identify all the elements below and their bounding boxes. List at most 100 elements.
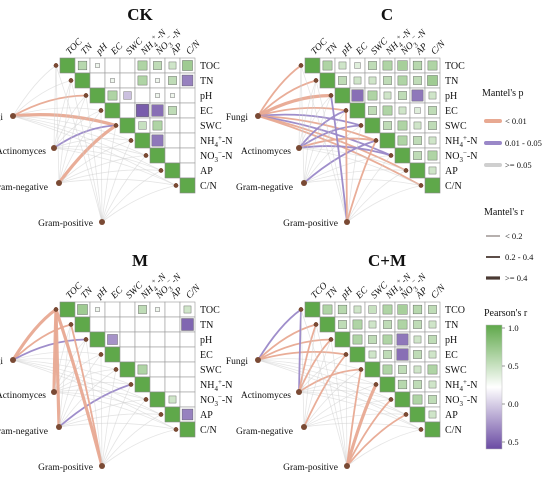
mantel-link: [257, 359, 377, 385]
heatmap-cell-frame: [104, 316, 121, 333]
heatmap-cell: [398, 365, 407, 374]
variable-node: [373, 382, 379, 387]
group-node: [51, 145, 57, 151]
variable-label: AP: [445, 166, 458, 177]
heatmap-cell: [104, 102, 121, 119]
heatmap-cell: [322, 60, 333, 71]
panel-title: C: [381, 5, 393, 24]
variable-label: EC: [354, 41, 371, 58]
variable-label: EC: [445, 106, 458, 117]
mantel-link: [53, 95, 87, 149]
group-label: Fungi: [226, 113, 249, 123]
variable-label: pH: [445, 335, 457, 346]
mantel-link: [346, 139, 377, 223]
heatmap-cell: [428, 106, 437, 115]
heatmap-cell: [110, 78, 115, 83]
heatmap-cell-frame: [149, 361, 166, 378]
heatmap-cell: [428, 410, 437, 419]
mantel-link: [101, 140, 132, 223]
heatmap-cell: [412, 394, 423, 405]
heatmap-cell: [368, 320, 377, 329]
mantel-link: [58, 178, 177, 186]
variable-node: [328, 93, 334, 98]
mantel-link: [298, 391, 407, 415]
heatmap-cell: [428, 395, 437, 404]
heatmap-cell: [322, 304, 333, 315]
group-label: Fungi: [0, 113, 3, 123]
mantel-link: [257, 338, 332, 361]
heatmap-cell: [413, 350, 422, 359]
variable-node: [83, 93, 89, 98]
mantel-link: [12, 94, 87, 117]
legend-pearson-r-title: Pearson's r: [484, 308, 528, 319]
variable-node: [53, 63, 59, 68]
group-node: [56, 180, 62, 186]
heatmap-cell: [168, 106, 177, 115]
mantel-link: [58, 169, 162, 184]
variable-label: pH: [94, 285, 111, 302]
group-label: Actinomyces: [241, 391, 291, 401]
variable-label: C/N: [445, 425, 462, 436]
mantel-link: [298, 338, 332, 393]
variable-node: [388, 153, 394, 158]
heatmap-cell-frame: [134, 316, 151, 333]
heatmap-cell-frame: [164, 331, 181, 348]
variable-node: [298, 307, 304, 312]
heatmap-cell-frame: [164, 147, 181, 164]
mantel-link: [55, 65, 60, 184]
heatmap-cell: [413, 320, 422, 329]
mantel-link: [100, 354, 103, 467]
group-node: [99, 463, 105, 469]
heatmap-cell: [364, 117, 381, 134]
mantel-link: [11, 307, 58, 362]
group-node: [301, 424, 307, 430]
group-label: Gram-positive: [283, 463, 338, 473]
variable-label: EC: [354, 285, 371, 302]
variable-node: [403, 412, 409, 417]
mantel-link: [53, 65, 57, 149]
mantel-link: [12, 65, 57, 117]
mantel-link: [298, 65, 302, 149]
mantel-link: [330, 339, 348, 467]
mantel-link: [300, 309, 305, 428]
group-node: [255, 113, 261, 119]
legend-mantel-r: Mantel's r < 0.2 0.2 - 0.4 >= 0.4: [484, 207, 534, 283]
mantel-link: [101, 414, 162, 467]
heatmap-cell: [368, 61, 377, 70]
variable-label: C/N: [185, 39, 203, 57]
mantel-link: [346, 155, 392, 223]
variable-label: EC: [109, 285, 126, 302]
heatmap-cell-frame: [149, 376, 166, 393]
variable-label: TN: [445, 76, 458, 87]
heatmap-cell: [136, 104, 149, 117]
heatmap-cell: [181, 318, 194, 331]
variable-node: [158, 168, 164, 173]
group-label: Gram-negative: [236, 183, 293, 193]
legend-mantel-p-label: >= 0.05: [505, 160, 532, 170]
variable-node: [158, 412, 164, 417]
heatmap-cell: [382, 105, 393, 116]
heatmap-cell: [153, 61, 162, 70]
heatmap-cell: [428, 121, 437, 130]
variable-node: [83, 337, 89, 342]
heatmap-cell: [427, 75, 438, 86]
mantel-link: [53, 147, 162, 171]
heatmap-cell: [319, 316, 336, 333]
mantel-link: [12, 358, 117, 370]
group-nodes: Fungi Actinomyces Gram-negative Gram-positi…: [0, 63, 179, 229]
mantel-link: [257, 113, 362, 127]
variable-label: TOC: [200, 61, 220, 72]
mantel-link: [298, 323, 317, 393]
heatmap-cell: [428, 335, 437, 344]
variable-label: NO3−-N: [397, 270, 431, 304]
group-node: [296, 145, 302, 151]
variable-node: [418, 427, 424, 432]
heatmap-cell: [134, 376, 151, 393]
heatmap-cell-frame: [179, 147, 196, 164]
heatmap-cell-frame: [179, 391, 196, 408]
mantel-link: [12, 115, 177, 186]
variable-label: C/N: [445, 181, 462, 192]
variable-node: [68, 322, 74, 327]
